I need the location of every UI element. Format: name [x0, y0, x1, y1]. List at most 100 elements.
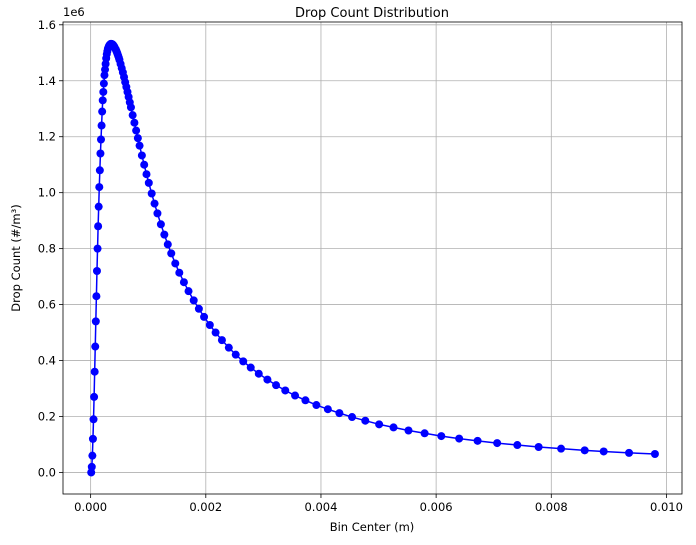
x-axis-label: Bin Center (m)	[330, 520, 415, 534]
data-point	[90, 367, 99, 376]
data-point	[97, 135, 105, 144]
x-axis: 0.000 0.002 0.004 0.006 0.008 0.010	[74, 494, 683, 514]
data-point	[217, 336, 226, 345]
data-point	[389, 423, 398, 432]
data-point	[156, 220, 165, 229]
y-tick-label: 0.6	[38, 298, 56, 312]
data-point	[263, 375, 272, 384]
data-point	[89, 415, 98, 424]
data-point	[493, 439, 502, 448]
y-tick-label: 0.0	[38, 465, 56, 479]
data-point	[94, 202, 103, 211]
data-point	[455, 434, 464, 443]
data-point	[128, 111, 137, 120]
data-point	[348, 413, 357, 422]
data-point	[189, 296, 198, 305]
data-point	[580, 446, 589, 455]
data-point	[205, 321, 214, 330]
data-point	[231, 350, 240, 359]
data-point	[211, 328, 220, 337]
data-point	[361, 416, 370, 425]
chart-title: Drop Count Distribution	[295, 6, 449, 21]
data-point	[88, 434, 97, 443]
data-point	[254, 369, 263, 378]
data-point	[88, 451, 97, 460]
y-tick-label: 1.0	[38, 186, 56, 200]
x-tick-label: 0.010	[650, 500, 683, 514]
y-offset-label: 1e6	[63, 5, 85, 19]
x-tick-label: 0.000	[74, 500, 107, 514]
y-tick-label: 0.8	[38, 242, 56, 256]
data-point	[97, 121, 106, 130]
data-point	[153, 209, 162, 218]
data-point	[91, 342, 100, 351]
data-point	[272, 381, 281, 390]
y-tick-label: 0.2	[38, 409, 56, 423]
data-point	[150, 199, 159, 208]
data-point	[93, 244, 102, 253]
data-point	[87, 462, 96, 471]
series-line	[90, 43, 655, 473]
data-point	[91, 317, 100, 326]
data-point	[404, 426, 413, 435]
data-point	[335, 409, 344, 418]
data-point	[163, 240, 172, 249]
y-tick-label: 1.2	[38, 130, 56, 144]
data-point	[420, 429, 429, 438]
data-point	[557, 444, 566, 453]
data-point	[513, 441, 522, 450]
data-point	[473, 436, 482, 445]
x-tick-label: 0.002	[189, 500, 222, 514]
data-point	[224, 343, 233, 352]
data-point	[160, 230, 169, 239]
data-point	[171, 259, 180, 268]
y-axis-label: Drop Count (#/m³)	[9, 204, 23, 311]
x-tick-label: 0.004	[304, 500, 337, 514]
data-point	[246, 363, 255, 372]
grid-lines	[63, 22, 682, 494]
data-point	[98, 96, 107, 105]
data-point	[98, 107, 107, 116]
y-axis: 0.0 0.2 0.4 0.6 0.8 1.0 1.2 1.4 1.6	[38, 18, 63, 479]
y-tick-label: 0.4	[38, 354, 56, 368]
data-point	[291, 391, 300, 400]
data-point	[126, 103, 135, 112]
x-tick-label: 0.008	[535, 500, 568, 514]
data-point	[130, 118, 139, 127]
data-point	[92, 292, 101, 301]
data-point	[200, 312, 209, 321]
data-point	[625, 448, 634, 457]
y-tick-label: 1.6	[38, 18, 56, 32]
data-point	[137, 151, 146, 160]
data-point	[375, 420, 384, 429]
data-point	[133, 134, 142, 143]
data-point	[179, 278, 188, 287]
data-point	[534, 443, 543, 451]
data-point	[323, 405, 332, 414]
data-point	[437, 432, 446, 441]
y-tick-label: 1.4	[38, 74, 56, 88]
data-point	[194, 304, 203, 313]
data-point	[95, 166, 104, 175]
data-point	[147, 189, 156, 198]
data-point	[99, 79, 108, 88]
x-tick-label: 0.006	[420, 500, 453, 514]
data-point	[132, 126, 141, 135]
data-point	[301, 396, 310, 405]
plot-frame	[62, 21, 683, 495]
series-layer	[87, 39, 659, 477]
data-point	[99, 87, 108, 96]
data-point	[184, 287, 193, 296]
data-point	[144, 178, 153, 187]
data-point	[239, 357, 248, 366]
data-point	[599, 447, 608, 456]
data-point	[140, 160, 149, 169]
data-point	[96, 149, 105, 158]
data-point	[167, 249, 176, 258]
data-point	[92, 267, 101, 276]
data-point	[281, 386, 290, 395]
data-point	[135, 141, 144, 150]
data-point	[312, 401, 321, 410]
data-point	[94, 222, 103, 231]
